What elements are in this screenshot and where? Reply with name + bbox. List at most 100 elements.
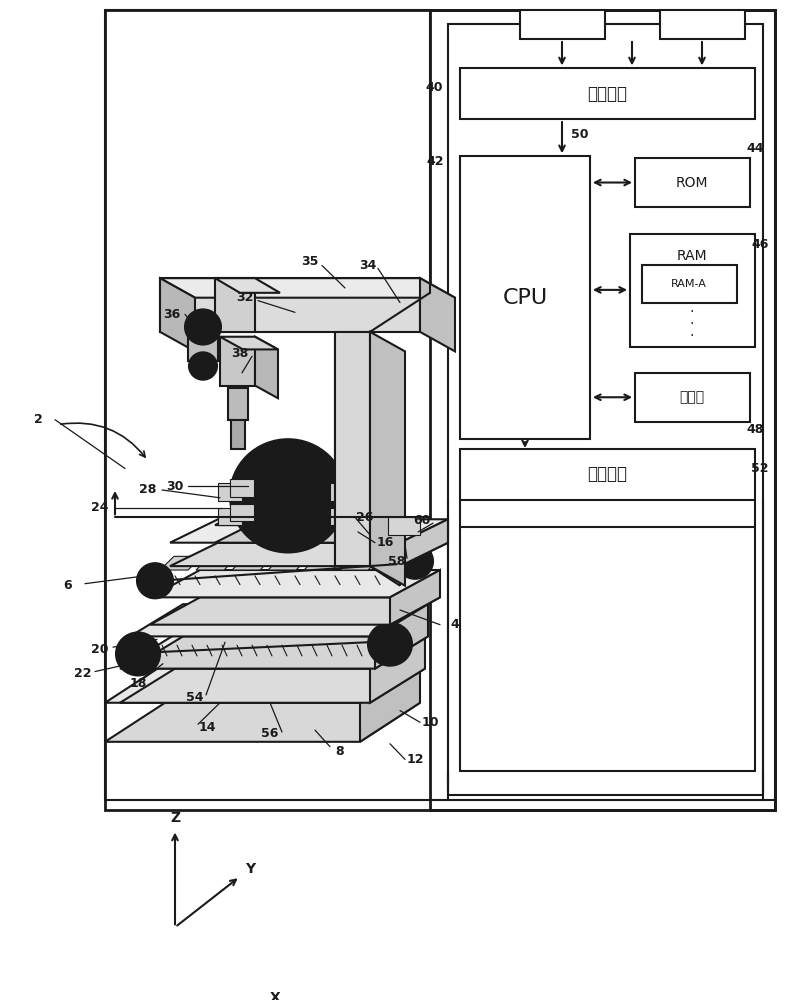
- Circle shape: [185, 309, 221, 345]
- Text: 6: 6: [64, 579, 72, 592]
- Bar: [460, 156, 590, 439]
- Text: 58: 58: [388, 555, 406, 568]
- Polygon shape: [231, 420, 245, 449]
- Text: 输出接口: 输出接口: [587, 465, 627, 483]
- Polygon shape: [370, 332, 405, 586]
- Text: 38: 38: [232, 347, 248, 360]
- Text: 26: 26: [357, 511, 373, 524]
- Text: 16: 16: [377, 536, 394, 549]
- Polygon shape: [150, 570, 440, 597]
- Polygon shape: [335, 332, 370, 566]
- Polygon shape: [105, 703, 420, 742]
- Text: 18: 18: [129, 677, 146, 690]
- Polygon shape: [228, 388, 248, 420]
- Polygon shape: [130, 604, 428, 636]
- Polygon shape: [120, 669, 425, 703]
- Text: 46: 46: [751, 238, 769, 251]
- Circle shape: [368, 623, 412, 666]
- Polygon shape: [215, 508, 375, 525]
- Polygon shape: [160, 278, 455, 298]
- Polygon shape: [420, 278, 455, 351]
- Text: 32: 32: [236, 291, 254, 304]
- Text: 60: 60: [413, 514, 431, 527]
- Text: 50: 50: [572, 128, 589, 141]
- Polygon shape: [150, 597, 440, 625]
- Polygon shape: [304, 556, 346, 570]
- Text: X: X: [270, 991, 280, 1000]
- Circle shape: [230, 439, 346, 552]
- Bar: [635, 158, 750, 207]
- Text: Y: Y: [245, 862, 255, 876]
- Text: 44: 44: [747, 142, 763, 155]
- Text: ROM: ROM: [676, 176, 708, 190]
- Bar: [105, 10, 775, 810]
- Text: 54: 54: [186, 691, 204, 704]
- Bar: [460, 449, 755, 500]
- Text: ·: ·: [690, 305, 694, 319]
- Text: 36: 36: [163, 308, 181, 321]
- Text: 30: 30: [166, 480, 184, 493]
- Polygon shape: [105, 664, 420, 703]
- Bar: [635, 373, 750, 422]
- Text: 12: 12: [406, 753, 423, 766]
- Polygon shape: [370, 634, 425, 703]
- Polygon shape: [390, 570, 440, 625]
- Bar: [218, 483, 242, 501]
- Text: ·: ·: [690, 317, 694, 331]
- Polygon shape: [335, 332, 400, 351]
- Text: 4: 4: [451, 618, 459, 631]
- Bar: [460, 68, 755, 119]
- Text: 42: 42: [427, 155, 444, 168]
- Bar: [660, 10, 745, 39]
- Text: RAM: RAM: [677, 249, 708, 263]
- Polygon shape: [196, 556, 238, 570]
- Polygon shape: [170, 543, 448, 566]
- Bar: [342, 504, 366, 521]
- Polygon shape: [220, 337, 255, 386]
- Bar: [630, 234, 755, 347]
- Polygon shape: [400, 519, 448, 566]
- Circle shape: [116, 632, 160, 675]
- Polygon shape: [335, 332, 370, 566]
- Bar: [230, 504, 254, 521]
- Text: 35: 35: [302, 255, 318, 268]
- Text: 10: 10: [421, 716, 439, 729]
- Polygon shape: [120, 634, 425, 669]
- Polygon shape: [370, 332, 400, 586]
- Text: 52: 52: [751, 462, 769, 475]
- Bar: [230, 479, 254, 497]
- Polygon shape: [215, 525, 375, 543]
- Bar: [330, 508, 354, 525]
- Polygon shape: [130, 636, 428, 669]
- Circle shape: [137, 563, 173, 598]
- Bar: [520, 10, 605, 39]
- Text: 28: 28: [139, 483, 157, 496]
- Polygon shape: [340, 508, 375, 543]
- Bar: [330, 483, 354, 501]
- Polygon shape: [340, 556, 382, 570]
- Polygon shape: [220, 337, 278, 349]
- Polygon shape: [232, 556, 274, 570]
- Polygon shape: [388, 517, 420, 535]
- Bar: [642, 265, 737, 303]
- Text: 40: 40: [426, 81, 443, 94]
- Polygon shape: [188, 332, 218, 361]
- Text: RAM-A: RAM-A: [671, 279, 707, 289]
- Text: 14: 14: [198, 721, 216, 734]
- Bar: [342, 479, 366, 497]
- Polygon shape: [160, 278, 420, 332]
- Text: 24: 24: [92, 501, 109, 514]
- Polygon shape: [255, 337, 278, 398]
- Text: 34: 34: [359, 259, 377, 272]
- Polygon shape: [268, 556, 310, 570]
- Bar: [218, 508, 242, 525]
- Circle shape: [189, 352, 217, 380]
- Circle shape: [397, 544, 433, 579]
- Polygon shape: [215, 278, 255, 332]
- Bar: [430, 10, 775, 810]
- Text: Z: Z: [170, 811, 180, 825]
- Text: 48: 48: [747, 423, 763, 436]
- Bar: [448, 24, 763, 795]
- Text: 20: 20: [92, 643, 109, 656]
- Text: 22: 22: [74, 667, 92, 680]
